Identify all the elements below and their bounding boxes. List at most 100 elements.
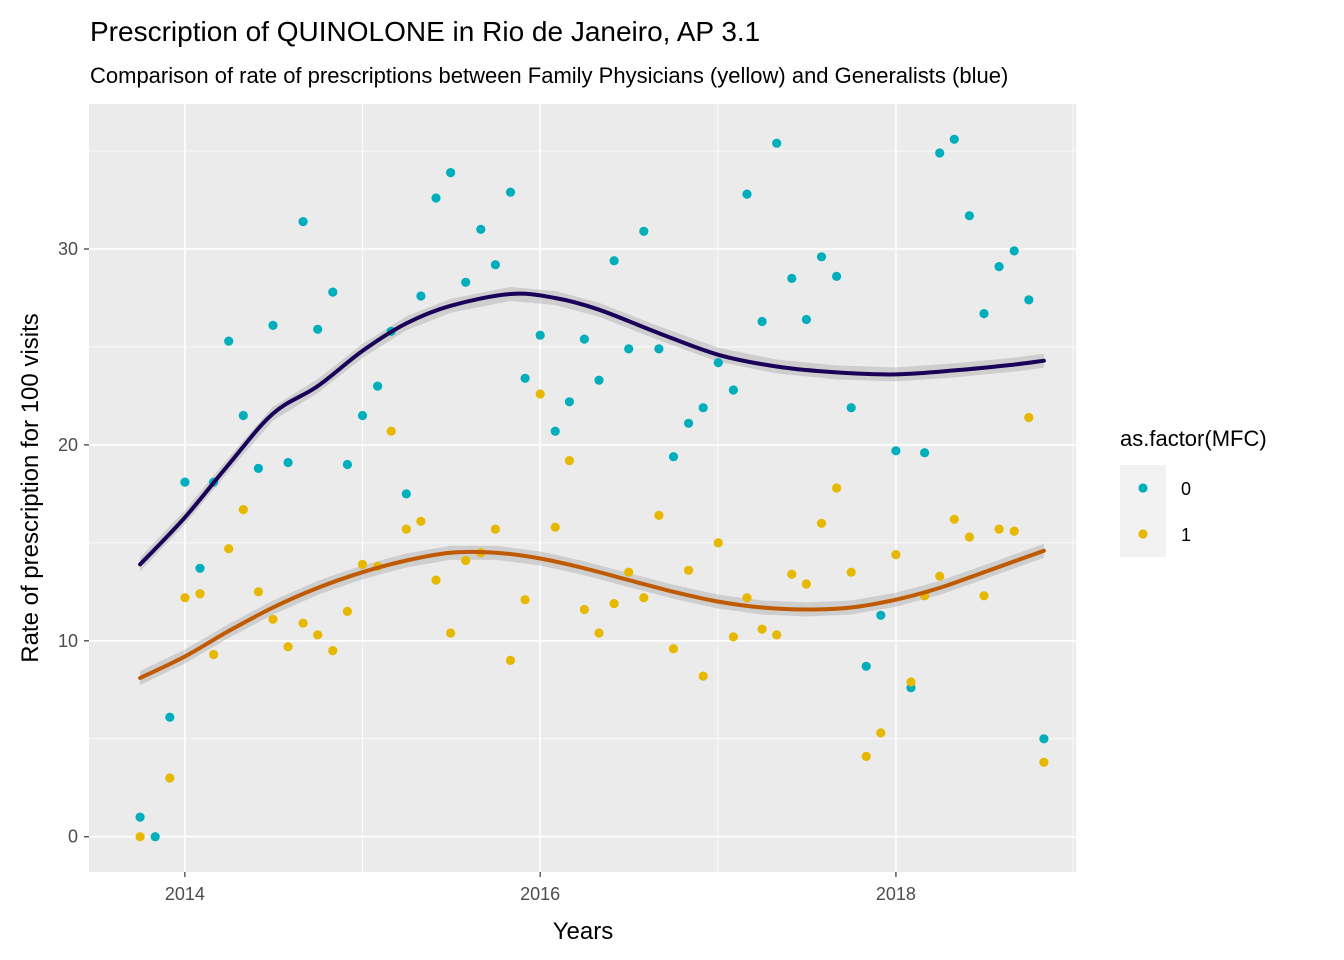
data-point-series-1 — [994, 524, 1004, 534]
data-point-series-1 — [564, 456, 575, 466]
data-point-series-0 — [816, 252, 827, 262]
data-point-series-1 — [757, 624, 767, 634]
smooth-line-series-0 — [138, 291, 1046, 567]
y-tick-label: 10 — [58, 631, 78, 651]
data-point-series-0 — [401, 489, 411, 499]
data-point-series-0 — [979, 309, 989, 319]
data-point-series-0 — [920, 448, 930, 458]
data-point-series-0 — [949, 134, 959, 144]
data-point-series-1 — [195, 589, 205, 599]
y-axis-title: Rate of prescription for 100 visits — [17, 313, 44, 663]
legend-key-1 — [1138, 529, 1148, 539]
data-point-series-0 — [787, 273, 797, 283]
data-point-series-0 — [328, 287, 338, 297]
data-point-series-1 — [624, 567, 634, 577]
data-point-series-0 — [165, 712, 175, 722]
data-point-series-1 — [698, 671, 708, 681]
data-point-series-0 — [283, 457, 293, 468]
data-point-series-0 — [490, 260, 500, 270]
legend-title: as.factor(MFC) — [1120, 426, 1267, 451]
data-point-series-0 — [446, 168, 456, 178]
data-point-series-0 — [268, 320, 278, 330]
legend-label-1: 1 — [1181, 525, 1191, 545]
data-point-series-0 — [150, 832, 160, 842]
data-point-series-0 — [713, 358, 723, 368]
data-point-series-1 — [328, 646, 338, 656]
data-point-series-0 — [238, 410, 248, 421]
data-point-series-1 — [238, 505, 248, 515]
y-tick-label: 0 — [68, 827, 78, 847]
data-point-series-0 — [772, 138, 782, 148]
data-point-series-1 — [461, 555, 471, 566]
data-point-series-0 — [520, 373, 530, 383]
data-point-series-0 — [476, 224, 486, 234]
x-axis-title: Years — [553, 918, 614, 945]
data-point-series-0 — [832, 271, 842, 281]
data-point-series-0 — [1009, 246, 1019, 256]
data-point-series-0 — [195, 563, 205, 573]
data-point-series-1 — [253, 587, 263, 597]
data-point-series-0 — [861, 661, 871, 671]
data-point-series-0 — [1024, 295, 1034, 305]
data-point-series-0 — [461, 277, 471, 287]
y-tick-label: 20 — [58, 435, 78, 455]
data-point-series-1 — [298, 618, 308, 628]
data-point-series-0 — [253, 463, 263, 473]
grid-major — [89, 104, 1076, 872]
legend: as.factor(MFC) 0 1 — [1120, 426, 1267, 557]
data-point-series-1 — [654, 510, 664, 520]
data-point-series-0 — [313, 324, 323, 334]
data-point-series-1 — [713, 538, 723, 548]
data-point-series-0 — [135, 812, 145, 822]
data-point-series-0 — [564, 397, 575, 407]
data-point-series-0 — [624, 344, 634, 354]
grid-minor — [89, 104, 1076, 872]
data-point-series-1 — [446, 628, 456, 638]
data-point-series-1 — [964, 532, 975, 542]
data-point-series-0 — [579, 334, 590, 344]
smooth-lines — [138, 291, 1046, 680]
data-point-series-0 — [1039, 734, 1049, 744]
data-point-series-1 — [1039, 757, 1049, 767]
data-point-series-1 — [609, 599, 619, 609]
data-point-series-1 — [949, 514, 959, 524]
data-point-series-1 — [550, 522, 560, 532]
data-point-series-1 — [520, 595, 530, 605]
smooth-line-series-1 — [138, 548, 1046, 680]
data-point-series-1 — [742, 593, 752, 603]
data-point-series-0 — [876, 610, 886, 620]
data-point-series-1 — [535, 389, 545, 399]
x-tick-label: 2018 — [876, 884, 916, 904]
data-point-series-1 — [209, 649, 219, 660]
x-axis: 2014 2016 2018 — [165, 872, 916, 904]
data-point-series-1 — [979, 591, 989, 601]
data-point-series-0 — [609, 256, 619, 266]
data-point-series-0 — [757, 316, 767, 327]
data-point-series-1 — [787, 569, 797, 579]
data-point-series-0 — [416, 291, 426, 301]
data-point-series-1 — [268, 614, 278, 624]
data-point-series-0 — [668, 452, 679, 462]
data-point-series-1 — [801, 579, 812, 589]
data-point-series-1 — [876, 728, 886, 738]
data-point-series-0 — [639, 226, 649, 236]
data-point-series-1 — [816, 518, 827, 528]
data-point-series-1 — [180, 593, 190, 603]
y-tick-label: 30 — [58, 239, 78, 259]
data-point-series-0 — [431, 193, 441, 203]
data-point-series-1 — [891, 550, 901, 560]
legend-key-0 — [1138, 483, 1148, 493]
data-point-series-1 — [772, 630, 782, 640]
data-point-series-0 — [224, 336, 234, 346]
data-point-series-1 — [386, 426, 396, 436]
data-point-series-1 — [165, 773, 175, 783]
data-point-series-1 — [416, 516, 426, 526]
data-point-series-1 — [1009, 526, 1019, 536]
data-point-series-1 — [224, 544, 234, 554]
data-point-series-0 — [298, 217, 308, 227]
data-point-series-1 — [579, 604, 590, 615]
data-point-series-1 — [935, 571, 945, 581]
data-point-series-0 — [728, 385, 739, 395]
data-point-series-0 — [891, 446, 901, 456]
